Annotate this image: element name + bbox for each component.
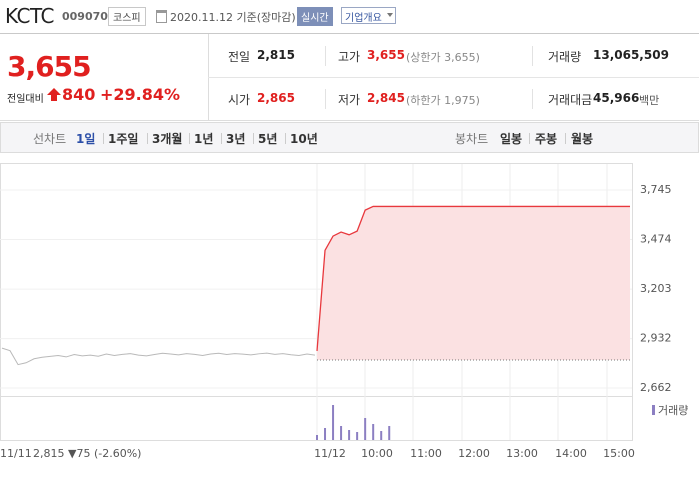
stat-value: 2,865 [257,91,295,105]
volume-legend: 거래량 [658,404,688,417]
period-tab[interactable]: 1주일 [108,132,139,146]
period-tab[interactable]: 10년 [290,132,318,146]
volume-legend-swatch [652,405,655,415]
candle-chart-label: 봉차트 [455,132,489,146]
tab-separator [189,133,190,144]
stock-code: 009070 [62,10,108,23]
volume-bar [332,405,335,440]
tab-separator [147,133,148,144]
period-tab[interactable]: 3년 [226,132,246,146]
up-arrow [47,88,61,95]
change-pct: +29.84% [100,85,181,104]
date-text: 2020.11.12 기준(장마감) [170,11,296,24]
x-tick-label: 15:00 [603,447,635,460]
company-button[interactable]: 기업개요 [341,7,396,24]
volume-bar [316,435,318,440]
col-divider [325,46,326,66]
company-name: KCTC [5,4,55,28]
price-line [1,347,316,366]
change-value: 840 [62,85,96,104]
tab-separator [221,133,222,144]
tab-separator [253,133,254,144]
stat-value: 3,655 [367,48,405,62]
volume-bar [324,428,327,440]
price-line [316,205,630,351]
x-tick-label: 13:00 [506,447,538,460]
candle-tab[interactable]: 주봉 [535,132,558,146]
current-price: 3,655 [7,50,92,83]
volume-bar [364,418,367,440]
y-tick-label: 2,662 [640,381,672,394]
y-tick-label: 3,474 [640,233,672,246]
y-tick-label: 2,932 [640,332,672,345]
col-divider [532,89,533,109]
stat-note: (하한가 1,975) [406,94,480,107]
realtime-badge[interactable]: 실시간 [297,7,333,26]
period-tab[interactable]: 5년 [258,132,278,146]
col-divider [325,89,326,109]
candle-tab[interactable]: 일봉 [500,132,523,146]
period-tab[interactable]: 1년 [194,132,214,146]
stat-label: 고가 [338,50,361,64]
volume-bar [380,431,383,440]
stat-unit: 백만 [639,94,660,107]
stat-value: 2,845 [367,91,405,105]
volume-bar [340,426,343,440]
prev-summary: 2,815 ▼75 (-2.60%) [33,447,141,460]
stat-label: 거래량 [548,50,582,64]
x-tick-label: 11/11 [0,447,32,460]
volume-bar [356,432,359,440]
stat-label: 시가 [228,93,251,107]
dropdown-arrow [387,13,393,17]
row-divider [208,77,699,78]
volume-bar [372,424,375,440]
change-label: 전일대비 [7,94,44,105]
y-tick-label: 3,745 [640,183,672,196]
line-chart-label: 선차트 [33,132,67,146]
x-tick-label: 11/12 [314,447,346,460]
col-divider [532,46,533,66]
stat-value: 2,815 [257,48,295,62]
x-tick-label: 11:00 [410,447,442,460]
stat-value: 13,065,509 [593,48,669,62]
x-tick-label: 14:00 [555,447,587,460]
stat-label: 거래대금 [548,93,593,107]
bottom-divider [0,120,699,121]
up-arrow-stem [51,95,57,101]
stat-label: 저가 [338,93,361,107]
stat-value: 45,966 [593,91,640,105]
period-tab[interactable]: 3개월 [152,132,183,146]
calendar-icon [156,10,167,23]
y-tick-label: 3,203 [640,282,672,295]
market-badge: 코스피 [108,7,146,26]
divider [0,33,699,34]
stat-note: (상한가 3,655) [406,51,480,64]
company-label: 기업개요 [345,13,382,24]
volume-bar [348,430,351,440]
tab-separator [565,133,566,144]
volume-bar [388,426,391,440]
area-fill [317,206,630,361]
tab-separator [103,133,104,144]
x-tick-label: 12:00 [458,447,490,460]
period-tab[interactable]: 1일 [76,132,96,146]
tab-separator [285,133,286,144]
tab-separator [529,133,530,144]
x-tick-label: 10:00 [361,447,393,460]
candle-tab[interactable]: 월봉 [571,132,594,146]
tab-bar [0,122,699,153]
stat-label: 전일 [228,50,251,64]
